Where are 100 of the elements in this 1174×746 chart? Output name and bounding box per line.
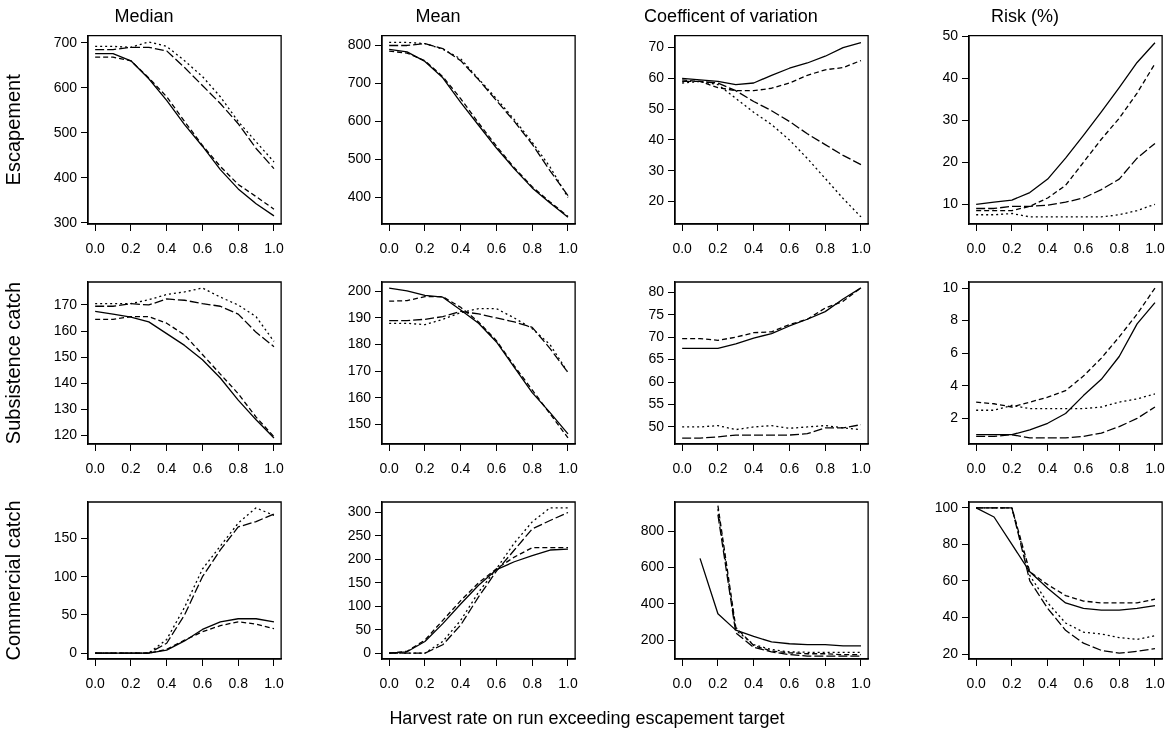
y-tick-label: 500 [347,150,372,167]
x-tick-label: 0.2 [121,460,141,477]
chart-title: Mean [415,5,461,26]
x-tick-label: 0.0 [966,675,987,692]
y-axis-title: Escapement [1,73,24,186]
x-tick-label: 0.8 [522,240,543,257]
y-tick-label: 40 [942,69,959,86]
x-tick-label: 1.0 [851,460,871,477]
y-tick-label: 200 [640,630,665,647]
x-tick-label: 0.4 [743,675,764,692]
y-tick-label: 200 [347,282,372,299]
y-tick-label: 65 [648,350,665,367]
y-tick-label: 30 [942,111,959,128]
y-tick-label: 600 [53,78,78,95]
x-tick-label: 0.6 [486,460,507,477]
x-tick-label: 0.4 [156,240,177,257]
x-tick-label: 0.0 [672,240,693,257]
x-tick-label: 0.6 [1073,240,1094,257]
x-tick-label: 1.0 [851,240,871,257]
x-tick-label: 0.2 [415,675,435,692]
y-tick-label: 20 [942,644,959,661]
y-tick-label: 20 [648,192,665,209]
x-tick-label: 0.2 [708,460,728,477]
y-tick-label: 150 [53,529,78,546]
x-tick-label: 0.0 [379,240,400,257]
y-tick-label: 400 [53,168,78,185]
y-tick-label: 160 [53,321,78,338]
x-tick-label: 1.0 [851,675,871,692]
x-tick-label: 0.4 [743,240,764,257]
x-tick-label: 0.4 [743,460,764,477]
x-tick-label: 0.2 [1002,240,1022,257]
x-tick-label: 1.0 [1145,240,1165,257]
y-tick-label: 60 [648,372,665,389]
x-tick-label: 0.8 [1109,240,1130,257]
x-tick-label: 0.2 [1002,675,1022,692]
y-axis-title: Subsistence catch [1,281,24,445]
x-tick-label: 0.4 [156,675,177,692]
x-tick-label: 1.0 [1145,675,1165,692]
x-tick-label: 0.8 [1109,675,1130,692]
y-tick-label: 140 [53,374,78,391]
x-tick-label: 0.6 [779,675,800,692]
y-tick-label: 400 [347,188,372,205]
x-tick-label: 1.0 [264,240,284,257]
y-tick-label: 190 [347,308,372,325]
y-tick-label: 100 [53,567,78,584]
x-tick-label: 0.8 [228,675,249,692]
y-tick-label: 2 [950,409,959,426]
y-tick-label: 150 [347,415,372,432]
y-tick-label: 40 [942,608,959,625]
y-tick-label: 150 [347,573,372,590]
x-tick-label: 0.6 [192,675,213,692]
y-tick-label: 100 [347,597,372,614]
y-tick-label: 50 [355,620,372,637]
chart-title: Coefficent of variation [644,5,818,26]
y-tick-label: 20 [942,153,959,170]
x-tick-label: 0.8 [522,675,543,692]
y-tick-label: 300 [53,213,78,230]
y-tick-label: 0 [363,644,372,661]
x-tick-label: 0.6 [192,240,213,257]
y-axis-title: Commercial catch [1,500,24,661]
x-tick-label: 0.0 [85,460,106,477]
y-tick-label: 400 [640,594,665,611]
y-tick-label: 50 [648,417,665,434]
x-tick-label: 0.0 [379,675,400,692]
x-tick-label: 0.4 [156,460,177,477]
y-tick-label: 170 [347,362,372,379]
y-tick-label: 130 [53,400,78,417]
x-tick-label: 0.8 [815,240,836,257]
y-tick-label: 10 [942,195,959,212]
y-tick-label: 70 [648,328,665,345]
x-tick-label: 0.0 [672,675,693,692]
y-tick-label: 800 [347,36,372,53]
x-tick-label: 0.6 [779,240,800,257]
x-tick-label: 0.6 [1073,675,1094,692]
x-tick-label: 0.4 [1037,240,1058,257]
x-tick-label: 0.6 [486,675,507,692]
y-tick-label: 80 [942,535,959,552]
x-tick-label: 0.2 [121,240,141,257]
y-tick-label: 120 [53,426,78,443]
x-tick-label: 1.0 [558,460,578,477]
x-tick-label: 0.2 [415,460,435,477]
x-tick-label: 0.0 [85,240,106,257]
x-tick-label: 0.2 [1002,460,1022,477]
x-tick-label: 0.6 [486,240,507,257]
y-tick-label: 80 [648,283,665,300]
x-tick-label: 0.6 [779,460,800,477]
y-tick-label: 300 [347,503,372,520]
y-tick-label: 600 [347,112,372,129]
chart-title: Median [114,5,174,26]
y-tick-label: 60 [648,69,665,86]
y-tick-label: 250 [347,526,372,543]
x-tick-label: 1.0 [264,460,284,477]
x-tick-label: 0.8 [815,460,836,477]
x-tick-label: 0.4 [1037,675,1058,692]
x-tick-label: 0.8 [228,240,249,257]
y-tick-label: 200 [347,550,372,567]
x-tick-label: 0.2 [708,240,728,257]
y-tick-label: 100 [934,498,959,515]
x-tick-label: 0.2 [415,240,435,257]
x-tick-label: 0.0 [966,240,987,257]
